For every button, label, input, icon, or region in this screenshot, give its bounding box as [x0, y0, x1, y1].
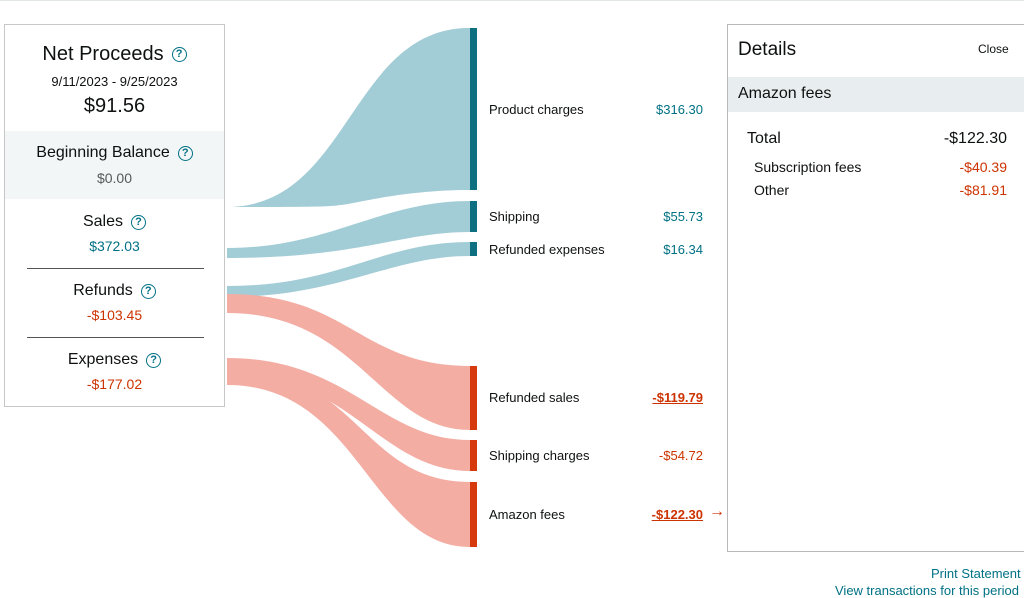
shipping-charges-value: -$54.72 — [658, 448, 703, 463]
refunds-section: Refunds ? -$103.45 — [5, 282, 224, 323]
refunded-expenses-value: $16.34 — [663, 242, 703, 257]
close-button[interactable]: Close — [978, 42, 1009, 56]
summary-card: Net Proceeds ? 9/11/2023 - 9/25/2023 $91… — [4, 24, 225, 407]
expenses-label: Expenses — [67, 351, 139, 368]
details-section-header: Amazon fees — [728, 77, 1024, 112]
sales-label: Sales — [82, 213, 124, 230]
view-transactions-link[interactable]: View transactions for this period — [835, 583, 1020, 598]
help-icon[interactable]: ? — [177, 145, 193, 161]
refunded-sales-link[interactable]: -$119.79 — [652, 390, 703, 405]
help-icon[interactable]: ? — [171, 47, 187, 62]
detail-item-value: -$81.91 — [959, 182, 1007, 198]
total-label: Total — [747, 130, 781, 147]
flow-refunded-expenses — [227, 242, 470, 297]
bar-refunded-sales — [470, 366, 477, 430]
amazon-fees-label: Amazon fees — [489, 507, 565, 522]
flow-sales-main — [227, 28, 470, 207]
print-statement-link[interactable]: Print Statement — [931, 566, 1021, 581]
beginning-balance-value: $0.00 — [96, 170, 133, 186]
detail-item-label: Other — [754, 182, 790, 198]
detail-item-label: Subscription fees — [754, 159, 862, 175]
details-section-label: Amazon fees — [738, 85, 832, 102]
sales-value: $372.03 — [89, 238, 140, 254]
date-range: 9/11/2023 - 9/25/2023 — [51, 74, 178, 89]
top-divider — [0, 0, 1024, 1]
help-icon[interactable]: ? — [131, 214, 147, 230]
sales-section: Sales ? $372.03 — [5, 213, 224, 254]
divider — [27, 268, 204, 269]
net-proceeds-section: Net Proceeds ? 9/11/2023 - 9/25/2023 $91… — [5, 43, 224, 118]
beginning-balance-label: Beginning Balance — [36, 144, 170, 161]
flow-shipping-charges — [227, 358, 470, 471]
refunded-sales-label: Refunded sales — [489, 390, 580, 405]
product-charges-value: $316.30 — [656, 102, 703, 117]
bar-product-charges — [470, 28, 477, 190]
bar-refunded-expenses — [470, 242, 477, 256]
product-charges-label: Product charges — [489, 102, 584, 117]
bar-shipping — [470, 201, 477, 232]
bar-amazon-fees — [470, 482, 477, 547]
amazon-fees-link[interactable]: -$122.30 — [651, 507, 703, 522]
divider — [27, 337, 204, 338]
shipping-label: Shipping — [489, 209, 540, 224]
shipping-charges-label: Shipping charges — [489, 448, 590, 463]
total-value: -$122.30 — [943, 130, 1007, 147]
details-title: Details — [738, 39, 797, 60]
help-icon[interactable]: ? — [140, 283, 156, 299]
flow-refunded-sales — [227, 294, 470, 430]
shipping-value: $55.73 — [663, 209, 703, 224]
details-panel: Details Close Amazon fees Total -$122.30… — [727, 24, 1024, 552]
net-proceeds-label: Net Proceeds — [42, 43, 164, 65]
refunded-expenses-label: Refunded expenses — [489, 242, 605, 257]
beginning-balance-section: Beginning Balance ? $0.00 — [5, 131, 224, 199]
refunds-value: -$103.45 — [86, 307, 143, 323]
right-arrow-icon: → — [709, 503, 725, 520]
detail-item-value: -$40.39 — [959, 159, 1007, 175]
net-proceeds-value: $91.56 — [83, 95, 146, 117]
expenses-section: Expenses ? -$177.02 — [5, 351, 224, 392]
flow-amazon-fees — [227, 368, 470, 547]
refunds-label: Refunds — [73, 282, 133, 299]
bar-shipping-charges — [470, 440, 477, 471]
expenses-value: -$177.02 — [86, 376, 143, 392]
flow-shipping — [227, 201, 470, 258]
help-icon[interactable]: ? — [146, 352, 162, 368]
